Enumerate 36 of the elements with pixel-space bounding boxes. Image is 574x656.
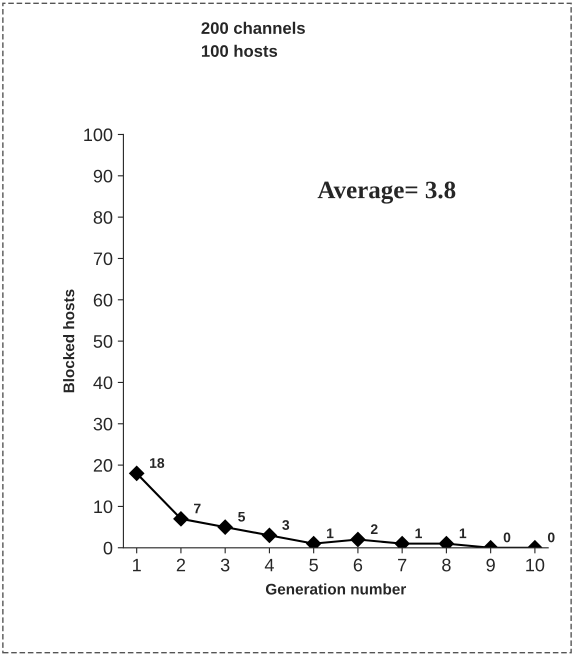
x-tick-label: 10: [526, 558, 544, 572]
data-label: 1: [460, 528, 466, 538]
chart-title: 200 channels: [201, 22, 305, 34]
data-label: 18: [150, 458, 164, 468]
data-label: 0: [504, 532, 510, 542]
data-label: 1: [416, 528, 422, 538]
y-tick-label: 0: [104, 542, 112, 554]
data-label: 2: [370, 524, 378, 534]
data-label: 0: [548, 532, 555, 542]
y-tick-label: 30: [94, 418, 112, 430]
y-tick-label: 40: [93, 376, 112, 390]
data-label: 5: [238, 512, 246, 522]
x-tick-label: 2: [176, 558, 186, 572]
y-tick-label: 100: [84, 128, 112, 142]
y-tick-label: 90: [94, 170, 112, 183]
y-tick-label: 50: [94, 335, 112, 348]
x-tick-label: 8: [442, 558, 451, 572]
y-axis-title: Blocked hosts: [63, 290, 74, 392]
y-tick-label: 80: [94, 211, 112, 224]
x-axis-title: Generation number: [266, 583, 406, 595]
x-tick-label: 7: [398, 558, 406, 572]
y-tick-label: 60: [94, 294, 112, 307]
x-tick-label: 9: [486, 558, 495, 572]
data-label: 7: [194, 504, 201, 514]
y-tick-label: 10: [94, 500, 112, 514]
data-label: 1: [327, 528, 334, 538]
annotation: Average= 3.8: [318, 182, 456, 204]
data-label: 3: [282, 520, 290, 530]
y-tick-label: 70: [94, 252, 112, 266]
x-tick-label: 3: [220, 558, 230, 572]
y-tick-label: 20: [94, 459, 112, 472]
x-tick-label: 4: [264, 558, 274, 572]
x-tick-label: 6: [354, 558, 362, 572]
x-tick-label: 1: [133, 558, 141, 572]
x-tick-label: 5: [309, 558, 318, 572]
chart-subtitle: 100 hosts: [202, 44, 278, 57]
